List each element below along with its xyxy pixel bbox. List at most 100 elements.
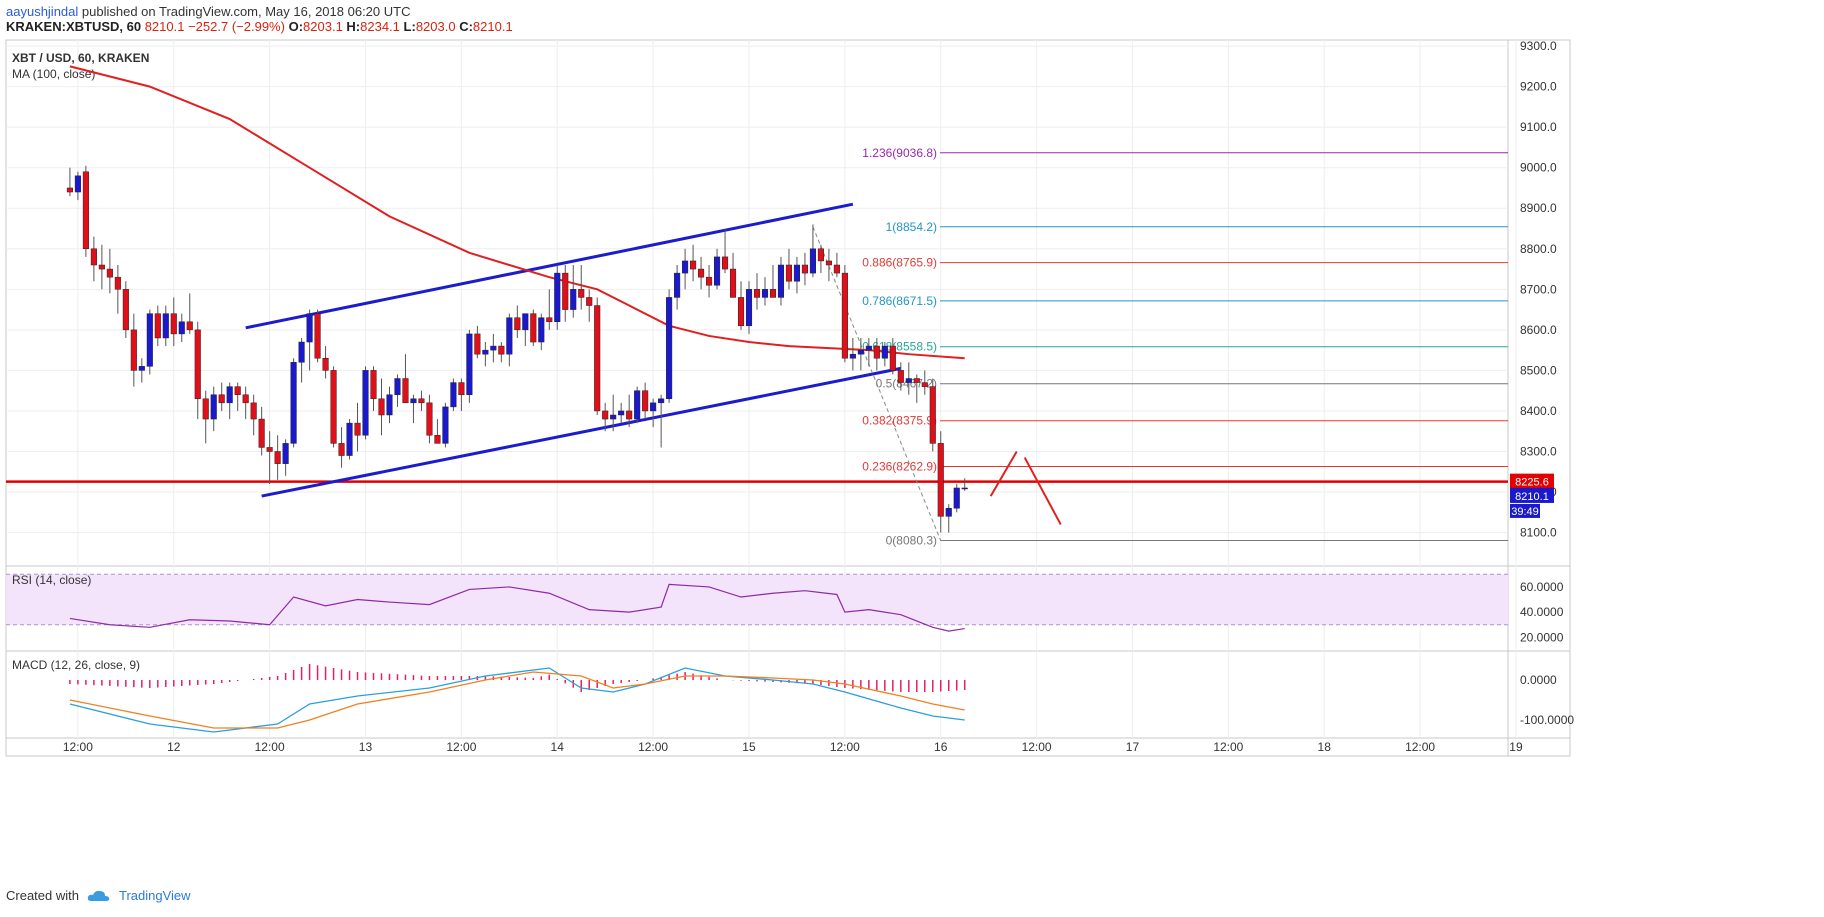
candle-body xyxy=(937,443,944,517)
candle-body xyxy=(921,382,928,387)
candle-body xyxy=(801,264,808,274)
candle-body xyxy=(98,264,105,270)
candle-body xyxy=(530,313,537,343)
macd-label: MACD (12, 26, close, 9) xyxy=(12,658,140,672)
candle-body xyxy=(570,289,577,310)
low-label: L: xyxy=(403,19,416,34)
trend-line xyxy=(261,366,902,498)
candle-body xyxy=(562,272,569,310)
candle-body xyxy=(761,289,769,298)
fib-level-label: 1(8854.2) xyxy=(886,220,937,234)
candle-body xyxy=(218,394,225,404)
rsi-label: RSI (14, close) xyxy=(12,573,91,587)
candle-body xyxy=(642,390,649,412)
candle-body xyxy=(290,362,297,444)
rsi-tick-label: 20.0000 xyxy=(1520,630,1564,644)
candle-body xyxy=(138,366,145,371)
candle-body xyxy=(386,394,393,416)
candle-body xyxy=(514,317,521,331)
candle-body xyxy=(578,289,585,298)
tradingview-brand-link[interactable]: TradingView xyxy=(118,888,191,903)
candle-body xyxy=(889,345,896,371)
footer: Created with TradingView xyxy=(6,888,191,903)
price-tick-label: 9000.0 xyxy=(1520,161,1557,175)
time-tick-label: 13 xyxy=(359,740,373,754)
time-tick-label: 14 xyxy=(551,740,565,754)
projection-line-up xyxy=(989,450,1018,497)
price-tick-label: 9300.0 xyxy=(1520,39,1557,53)
high-value: 8234.1 xyxy=(360,19,400,34)
candle-body xyxy=(82,171,89,250)
price-tick-label: 8100.0 xyxy=(1520,526,1557,540)
chart-header: aayushjindal published on TradingView.co… xyxy=(6,4,513,38)
candle-body xyxy=(354,422,361,436)
candle-body xyxy=(849,353,856,359)
candle-body xyxy=(186,321,193,331)
time-tick-label: 12:00 xyxy=(1022,740,1052,754)
macd-tick-label: 0.0000 xyxy=(1520,673,1557,687)
candle-body xyxy=(298,341,305,363)
candle-body xyxy=(634,390,641,420)
candle-body xyxy=(945,507,952,517)
rsi-band xyxy=(6,574,1508,625)
candle-body xyxy=(714,256,721,286)
rsi-line xyxy=(69,583,965,632)
rsi-tick-label: 40.0000 xyxy=(1520,605,1564,619)
candle-body xyxy=(674,272,681,298)
candle-body xyxy=(266,447,273,452)
candle-body xyxy=(482,349,489,355)
fib-level-label: 0.886(8765.9) xyxy=(862,256,937,270)
candle-body xyxy=(785,264,793,282)
candle-body xyxy=(769,289,777,298)
support-price-tag-text: 8225.6 xyxy=(1515,477,1549,489)
open-label: O: xyxy=(288,19,304,34)
time-tick-label: 12:00 xyxy=(446,740,476,754)
candle-body xyxy=(194,329,201,400)
candle-body xyxy=(314,313,321,359)
candle-body xyxy=(178,321,185,335)
candle-body xyxy=(282,443,289,464)
candle-body xyxy=(833,264,840,274)
candle-body xyxy=(753,289,761,298)
price-tick-label: 8800.0 xyxy=(1520,242,1557,256)
rsi-tick-label: 60.0000 xyxy=(1520,580,1564,594)
candle-body xyxy=(274,451,281,464)
candle-body xyxy=(873,345,880,359)
candle-body xyxy=(226,386,233,404)
candle-body xyxy=(682,260,689,274)
countdown-tag-text: 39:49 xyxy=(1511,506,1539,518)
candle-body xyxy=(434,435,441,444)
candle-body xyxy=(841,272,848,359)
candle-body xyxy=(554,272,561,323)
candle-body xyxy=(490,345,497,351)
candle-body xyxy=(410,398,417,404)
chart-frame xyxy=(5,39,1571,757)
last-price-tag-text: 8210.1 xyxy=(1515,491,1549,503)
candle-body xyxy=(418,398,425,404)
close-label: C: xyxy=(459,19,473,34)
price-tick-label: 8600.0 xyxy=(1520,323,1557,337)
created-with-text: Created with xyxy=(6,888,79,903)
fib-level-label: 0(8080.3) xyxy=(886,534,937,548)
candle-body xyxy=(346,422,353,456)
candle-body xyxy=(610,414,617,420)
candle-body xyxy=(450,382,457,408)
low-value: 8203.0 xyxy=(415,19,456,34)
candle-body xyxy=(250,402,257,420)
candle-body xyxy=(402,378,409,404)
tradingview-cloud-icon xyxy=(87,890,110,901)
author-link[interactable]: aayushjindal xyxy=(6,4,79,19)
macd-tick-label: -100.0000 xyxy=(1520,713,1574,727)
candle-body xyxy=(690,260,697,270)
candle-body xyxy=(210,394,217,420)
time-tick-label: 17 xyxy=(1126,740,1140,754)
price-tick-label: 8400.0 xyxy=(1520,404,1557,418)
candle-body xyxy=(857,349,864,355)
ma-indicator-label: MA (100, close) xyxy=(12,67,95,81)
candle-body xyxy=(721,256,729,270)
candle-body xyxy=(170,313,177,335)
candle-body xyxy=(913,378,920,383)
fib-level-label: 0.382(8375.9) xyxy=(862,414,937,428)
candle-body xyxy=(865,345,872,351)
